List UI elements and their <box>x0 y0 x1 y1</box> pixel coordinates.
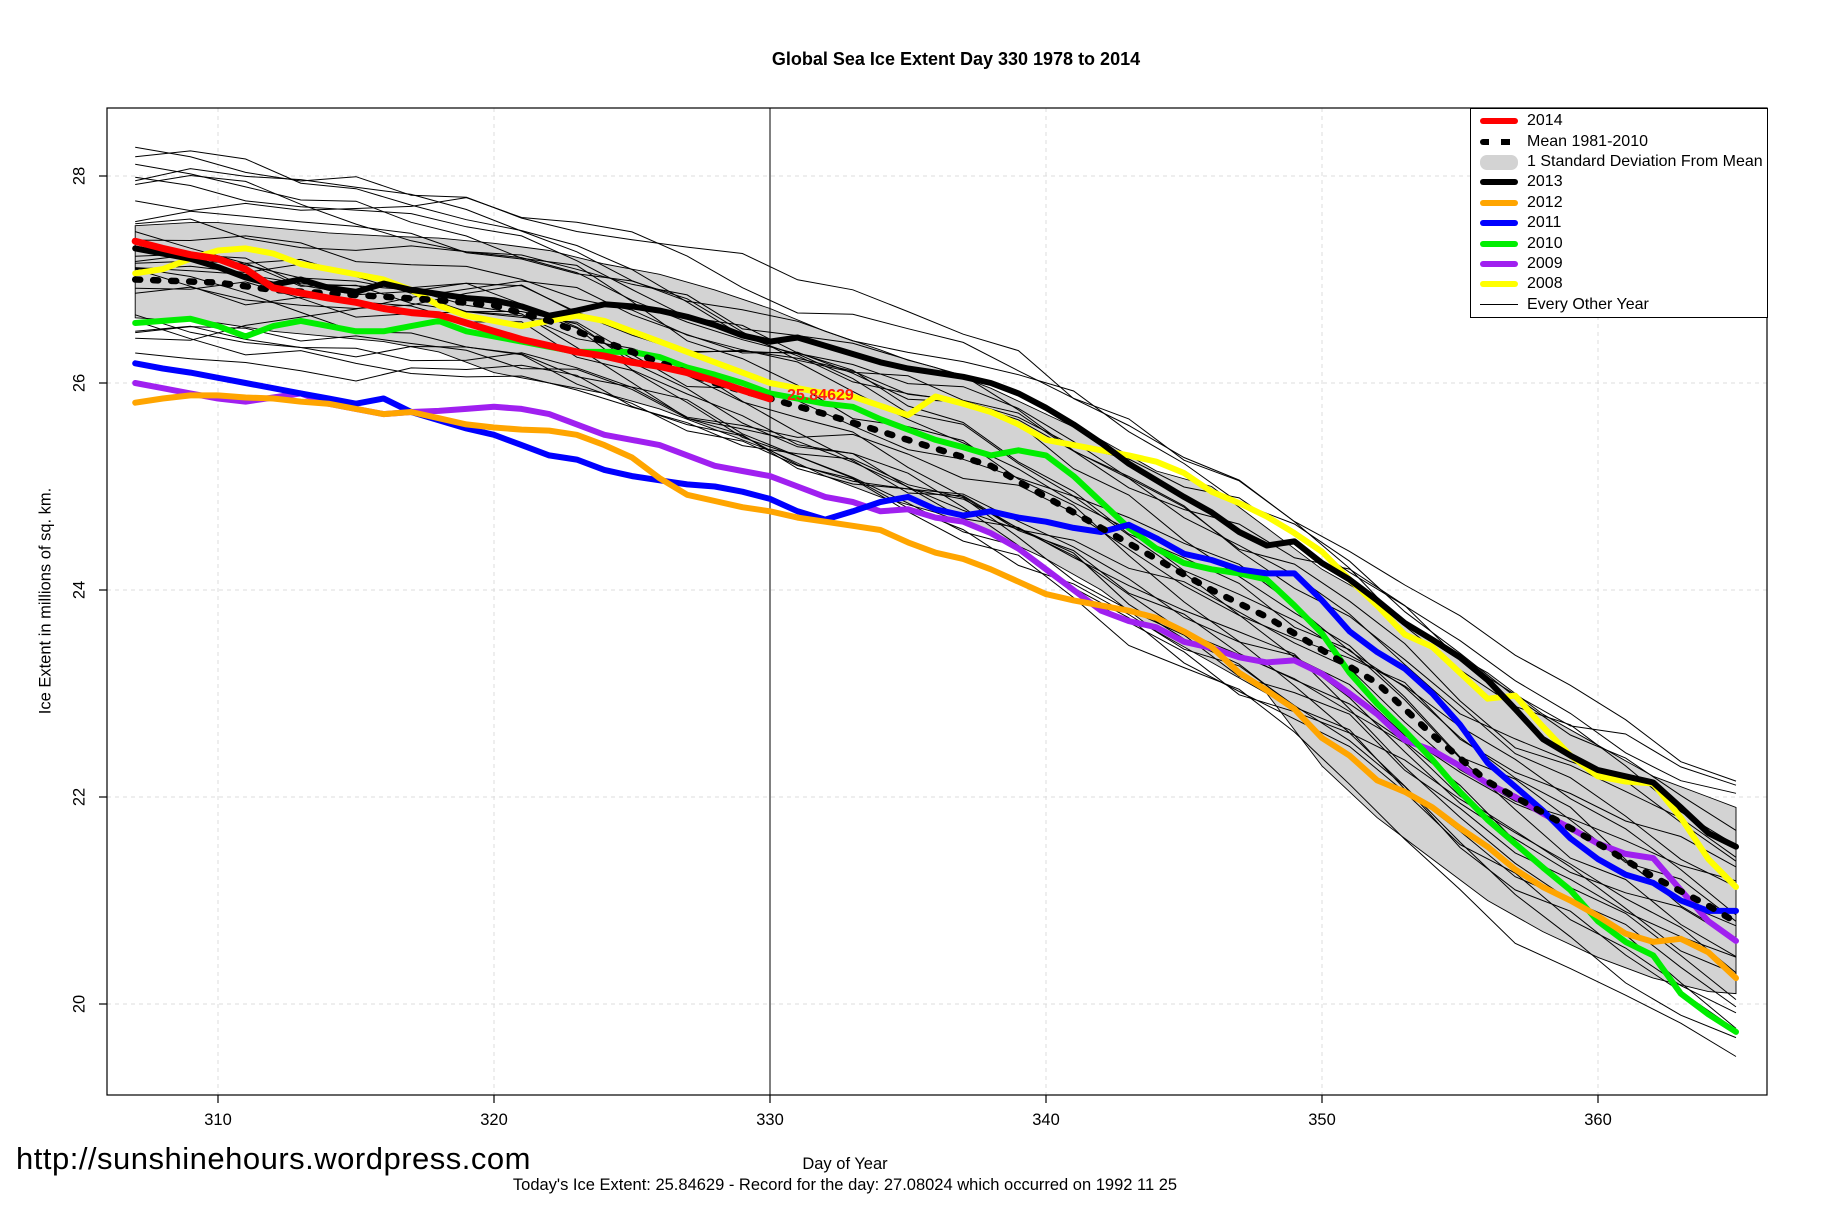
series-2012 <box>132 392 1739 982</box>
legend-swatch-band <box>1480 154 1518 170</box>
other-year-line <box>135 210 1737 888</box>
legend-label: 2008 <box>1527 275 1563 293</box>
series-mean-1981-2010 <box>131 276 1740 926</box>
other-year-line <box>135 235 1737 916</box>
legend-item-2008: 2008 <box>1471 274 1767 294</box>
legend-label: 2009 <box>1527 254 1563 272</box>
legend-item-2010: 2010 <box>1471 234 1767 254</box>
other-year-line <box>135 254 1737 1029</box>
chart-title: Global Sea Ice Extent Day 330 1978 to 20… <box>771 49 1141 69</box>
legend-item-2013: 2013 <box>1471 172 1767 192</box>
legend-item-2011: 2011 <box>1471 213 1767 233</box>
other-year-line <box>135 168 1737 831</box>
legend-label: Every Other Year <box>1527 295 1649 313</box>
x-tick-label: 350 <box>1308 1111 1336 1129</box>
legend-item-every-other-year: Every Other Year <box>1471 295 1767 315</box>
legend-label: 2014 <box>1527 112 1563 130</box>
legend-label: 1 Standard Deviation From Mean <box>1527 153 1763 171</box>
series-2013 <box>132 245 1739 850</box>
series-2011 <box>132 360 1739 914</box>
y-tick-label: 22 <box>70 787 89 807</box>
legend-item-1-standard-deviation-from-mean: 1 Standard Deviation From Mean <box>1471 152 1767 172</box>
x-tick-label: 360 <box>1584 1111 1612 1129</box>
footer-stats-text: Today's Ice Extent: 25.84629 - Record fo… <box>512 1176 1178 1194</box>
legend-item-2012: 2012 <box>1471 193 1767 213</box>
legend-swatch-thin <box>1480 303 1518 306</box>
other-year-line <box>135 146 1737 846</box>
current-value-annotation: 25.84629 <box>787 387 854 405</box>
other-year-line <box>135 174 1737 940</box>
axis-ticks <box>99 175 1599 1103</box>
y-tick-label: 24 <box>70 580 89 600</box>
std-deviation-band <box>134 222 1737 995</box>
site-url: http://sunshinehours.wordpress.com <box>16 1141 531 1176</box>
x-tick-label: 320 <box>480 1111 508 1129</box>
y-tick-label: 28 <box>70 166 89 186</box>
legend-swatch-line <box>1480 240 1518 247</box>
x-tick-label: 340 <box>1032 1111 1060 1129</box>
legend-item-mean-1981-2010: Mean 1981-2010 <box>1471 132 1767 152</box>
plot-data-layer <box>131 108 1740 1095</box>
legend-box: 2014 Mean 1981-2010 1 Standard Deviation F… <box>1470 108 1768 318</box>
other-year-line <box>135 197 1737 782</box>
series-2010 <box>132 315 1739 1035</box>
legend-label: 2010 <box>1527 234 1563 252</box>
other-year-line <box>135 176 1737 958</box>
x-axis-title: Day of Year <box>802 1155 888 1173</box>
y-tick-label: 26 <box>70 373 89 393</box>
legend-label: 2013 <box>1527 173 1563 191</box>
legend-item-2009: 2009 <box>1471 254 1767 274</box>
legend-swatch-line <box>1480 220 1518 227</box>
other-year-line <box>135 314 1737 1057</box>
legend-label: Mean 1981-2010 <box>1527 132 1648 150</box>
legend-item-2014: 2014 <box>1471 111 1767 131</box>
legend-swatch-dash <box>1480 138 1518 145</box>
legend-label: 2012 <box>1527 193 1563 211</box>
other-year-line <box>135 352 1737 941</box>
other-year-line <box>135 218 1737 862</box>
legend-swatch-line <box>1480 118 1518 125</box>
plot-border <box>106 107 1768 1096</box>
legend-label: 2011 <box>1527 214 1562 232</box>
x-tick-label: 330 <box>756 1111 784 1129</box>
legend-swatch-line <box>1480 179 1518 186</box>
legend-swatch-line <box>1480 281 1518 288</box>
series-2014 <box>131 237 774 403</box>
legend-swatch-line <box>1480 260 1518 267</box>
x-tick-label: 310 <box>204 1111 232 1129</box>
legend-swatch-line <box>1480 199 1518 206</box>
y-tick-label: 20 <box>70 994 89 1014</box>
